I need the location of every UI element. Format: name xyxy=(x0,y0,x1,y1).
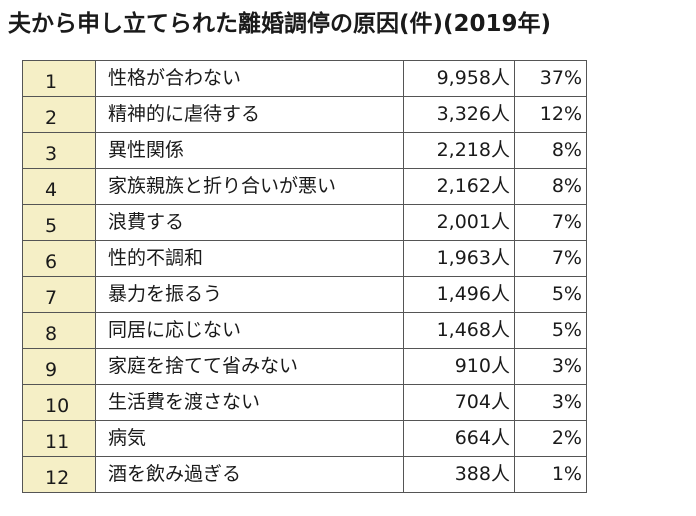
rank-cell: 8 xyxy=(22,312,96,349)
rank-cell: 1 xyxy=(22,60,96,97)
cause-cell: 性的不調和 xyxy=(95,240,404,277)
count-cell: 2,001人 xyxy=(403,204,515,241)
cause-cell: 暴力を振るう xyxy=(95,276,404,313)
table-row: 11 病気 664人 2% xyxy=(22,420,587,457)
cause-cell: 病気 xyxy=(95,420,404,457)
count-unit: 人 xyxy=(490,247,510,269)
percent-cell: 2% xyxy=(514,420,587,457)
count-unit: 人 xyxy=(490,283,510,305)
count-cell: 664人 xyxy=(403,420,515,457)
cause-cell: 酒を飲み過ぎる xyxy=(95,456,404,493)
rank-cell: 5 xyxy=(22,204,96,241)
count-cell: 388人 xyxy=(403,456,515,493)
table-row: 12 酒を飲み過ぎる 388人 1% xyxy=(22,456,587,493)
count-cell: 704人 xyxy=(403,384,515,421)
rank-cell: 12 xyxy=(22,456,96,493)
count-unit: 人 xyxy=(490,319,510,341)
rank-cell: 10 xyxy=(22,384,96,421)
count-unit: 人 xyxy=(490,391,510,413)
table-row: 2 精神的に虐待する 3,326人 12% xyxy=(22,96,587,133)
count-value: 1,468 xyxy=(436,319,491,341)
percent-cell: 37% xyxy=(514,60,587,97)
table-row: 6 性的不調和 1,963人 7% xyxy=(22,240,587,277)
rank-cell: 2 xyxy=(22,96,96,133)
rank-cell: 3 xyxy=(22,132,96,169)
table-row: 1 性格が合わない 9,958人 37% xyxy=(22,60,587,97)
count-value: 9,958 xyxy=(436,67,491,89)
chart-title: 夫から申し立てられた離婚調停の原因(件)(2019年) xyxy=(8,11,552,37)
count-value: 1,963 xyxy=(436,247,491,269)
table-row: 3 異性関係 2,218人 8% xyxy=(22,132,587,169)
count-unit: 人 xyxy=(490,355,510,377)
count-value: 2,218 xyxy=(436,139,491,161)
percent-cell: 8% xyxy=(514,168,587,205)
count-unit: 人 xyxy=(490,427,510,449)
count-cell: 2,162人 xyxy=(403,168,515,205)
count-value: 388 xyxy=(454,463,491,485)
count-value: 910 xyxy=(454,355,491,377)
count-value: 3,326 xyxy=(436,103,491,125)
count-cell: 1,963人 xyxy=(403,240,515,277)
count-value: 704 xyxy=(454,391,491,413)
count-cell: 1,468人 xyxy=(403,312,515,349)
percent-cell: 5% xyxy=(514,312,587,349)
percent-cell: 12% xyxy=(514,96,587,133)
percent-cell: 7% xyxy=(514,204,587,241)
cause-cell: 同居に応じない xyxy=(95,312,404,349)
percent-cell: 5% xyxy=(514,276,587,313)
count-value: 2,162 xyxy=(436,175,491,197)
table-row: 7 暴力を振るう 1,496人 5% xyxy=(22,276,587,313)
cause-cell: 生活費を渡さない xyxy=(95,384,404,421)
rank-cell: 11 xyxy=(22,420,96,457)
percent-cell: 3% xyxy=(514,384,587,421)
ranking-table: 1 性格が合わない 9,958人 37% 2 精神的に虐待する 3,326人 12% 3 異性関係… xyxy=(22,60,587,493)
cause-cell: 性格が合わない xyxy=(95,60,404,97)
percent-cell: 1% xyxy=(514,456,587,493)
table-row: 5 浪費する 2,001人 7% xyxy=(22,204,587,241)
count-cell: 9,958人 xyxy=(403,60,515,97)
cause-cell: 家族親族と折り合いが悪い xyxy=(95,168,404,205)
count-cell: 910人 xyxy=(403,348,515,385)
count-unit: 人 xyxy=(490,211,510,233)
rank-cell: 6 xyxy=(22,240,96,277)
ranking-table-body: 1 性格が合わない 9,958人 37% 2 精神的に虐待する 3,326人 12% 3 異性関係… xyxy=(22,60,587,493)
cause-cell: 精神的に虐待する xyxy=(95,96,404,133)
count-unit: 人 xyxy=(490,139,510,161)
count-unit: 人 xyxy=(490,103,510,125)
count-value: 1,496 xyxy=(436,283,491,305)
table-row: 8 同居に応じない 1,468人 5% xyxy=(22,312,587,349)
count-cell: 2,218人 xyxy=(403,132,515,169)
table-row: 4 家族親族と折り合いが悪い 2,162人 8% xyxy=(22,168,587,205)
count-cell: 1,496人 xyxy=(403,276,515,313)
table-row: 9 家庭を捨てて省みない 910人 3% xyxy=(22,348,587,385)
count-unit: 人 xyxy=(490,175,510,197)
rank-cell: 4 xyxy=(22,168,96,205)
percent-cell: 3% xyxy=(514,348,587,385)
count-value: 2,001 xyxy=(436,211,491,233)
count-value: 664 xyxy=(454,427,491,449)
count-cell: 3,326人 xyxy=(403,96,515,133)
count-unit: 人 xyxy=(490,463,510,485)
rank-cell: 7 xyxy=(22,276,96,313)
rank-cell: 9 xyxy=(22,348,96,385)
cause-cell: 異性関係 xyxy=(95,132,404,169)
table-row: 10 生活費を渡さない 704人 3% xyxy=(22,384,587,421)
cause-cell: 家庭を捨てて省みない xyxy=(95,348,404,385)
percent-cell: 8% xyxy=(514,132,587,169)
percent-cell: 7% xyxy=(514,240,587,277)
count-unit: 人 xyxy=(490,67,510,89)
cause-cell: 浪費する xyxy=(95,204,404,241)
